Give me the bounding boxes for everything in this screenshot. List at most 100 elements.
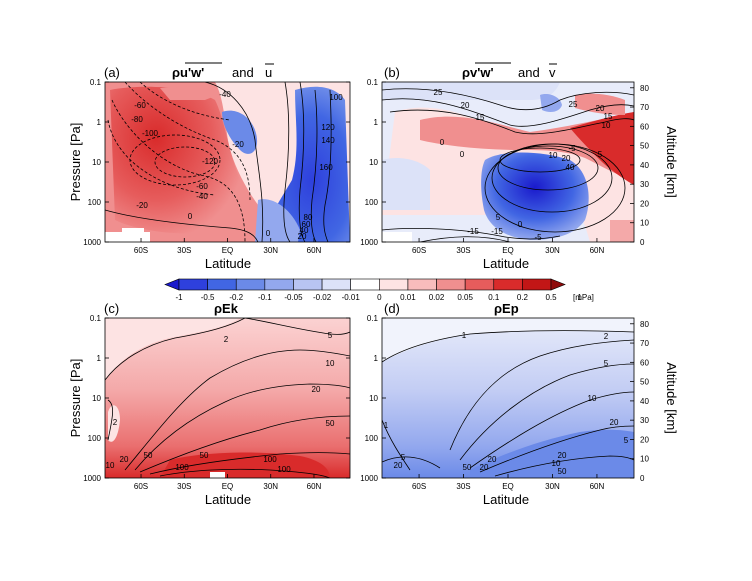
contour-label: 50 [326, 419, 335, 428]
title-mean: v [549, 65, 556, 80]
colorbar-swatch [350, 278, 380, 291]
colorbar-swatch [235, 278, 266, 291]
contour-label: 25 [569, 100, 578, 109]
colorbar-tick-label: 1 [577, 293, 582, 302]
y2-tick-label: 30 [640, 180, 649, 189]
contour-label: 50 [200, 451, 209, 460]
colorbar-tick-label: -1 [175, 293, 183, 302]
y-tick-label: 0.1 [90, 314, 102, 323]
contour-label: 20 [562, 154, 571, 163]
contour-label: 2 [604, 332, 609, 341]
panel-b: 25 20 15 25 20 15 10 0 0 -5 10 20 40 5 0… [381, 62, 635, 243]
colorbar-unit: [mPa] [573, 293, 594, 302]
contour-label: 20 [461, 101, 470, 110]
contour-label: 10 [602, 121, 611, 130]
colorbar-min-arrow [164, 278, 180, 291]
contour-label: 0 [460, 150, 465, 159]
contour-label: 5 [401, 453, 406, 462]
y-tick-label: 1 [374, 118, 379, 127]
y-tick-label: 100 [88, 434, 102, 443]
contour-label: 5 [624, 436, 629, 445]
colorbar-tick-label: 0.2 [517, 293, 529, 302]
panel-b-contours [382, 88, 634, 242]
y2-tick-label: 40 [640, 397, 649, 406]
ylabel-a: Pressure [Pa] [68, 123, 83, 202]
colorbar-swatch [207, 278, 237, 291]
contour-label: 20 [298, 232, 307, 241]
y-tick-label: 10 [92, 394, 101, 403]
y2-tick-label: 20 [640, 435, 649, 444]
title-main: ρu'w' [172, 65, 204, 80]
x-tick-label: 60N [590, 482, 605, 491]
y2-tick-label: 0 [640, 474, 645, 483]
colorbar-max-arrow [550, 278, 566, 291]
contour-label: 20 [312, 385, 321, 394]
panel-label: (b) [384, 65, 400, 80]
contour-label: -100 [142, 129, 159, 138]
panel-a-title: ρu'w' and u [172, 62, 274, 80]
colorbar-swatch [464, 278, 495, 291]
contour-label: 100 [175, 463, 189, 472]
contour-label: 10 [106, 461, 115, 470]
contour-label: -5 [568, 144, 576, 153]
colorbar-swatch [293, 278, 323, 291]
contour-label: 100 [277, 465, 291, 474]
y2-tick-label: 30 [640, 416, 649, 425]
panel-c-contour-labels: 2 5 10 20 50 2 20 50 50 100 100 100 10 [106, 331, 335, 474]
y-tick-label: 10 [369, 394, 378, 403]
x-tick-label: 30S [456, 246, 470, 255]
colorbar-swatch [407, 278, 437, 291]
x-tick-label: 30N [545, 246, 560, 255]
y2-tick-label: 80 [640, 320, 649, 329]
contour-label: 5 [604, 359, 609, 368]
contour-label: -15 [491, 227, 503, 236]
contour-label: 25 [434, 88, 443, 97]
contour-label: 40 [300, 226, 309, 235]
y2-tick-label: 20 [640, 199, 649, 208]
panel-c-shading [105, 318, 350, 478]
x-tick-label: 30N [263, 482, 278, 491]
contour-label: 20 [610, 418, 619, 427]
title-mean: u [265, 65, 272, 80]
y2-tick-label: 60 [640, 358, 649, 367]
contour-label: 40 [566, 163, 575, 172]
y2-tick-label: 70 [640, 339, 649, 348]
panel-d-contours [382, 330, 634, 477]
contour-label: -5 [534, 233, 542, 242]
contour-label: 15 [476, 113, 485, 122]
contour-label: -15 [467, 227, 479, 236]
contour-label: 0 [266, 229, 271, 238]
colorbar-swatch [321, 278, 351, 291]
ylabel-c: Pressure [Pa] [68, 359, 83, 438]
contour-label: 50 [463, 463, 472, 472]
x-tick-label: 60S [412, 482, 426, 491]
y2-tick-label: 0 [640, 238, 645, 247]
panel-a-shading [105, 82, 350, 242]
x-tick-label: 30S [456, 482, 470, 491]
colorbar-swatch [522, 278, 552, 291]
contour-label: 2 [224, 335, 229, 344]
contour-label: 50 [144, 451, 153, 460]
y-tick-label: 0.1 [367, 314, 379, 323]
colorbar-tick-label: 0 [377, 293, 382, 302]
y-tick-label: 0.1 [90, 78, 102, 87]
colorbar-swatch [493, 278, 523, 291]
contour-label: 20 [596, 104, 605, 113]
y-tick-label: 100 [365, 198, 379, 207]
contour-label: 140 [321, 136, 335, 145]
panel-c-title: ρEk [214, 301, 239, 316]
contour-label: -120 [202, 157, 219, 166]
contour-label: 20 [558, 451, 567, 460]
panel-b-shading [382, 82, 634, 242]
colorbar-tick-label: 0.5 [545, 293, 557, 302]
x-tick-label: 30S [177, 482, 191, 491]
x-tick-label: 60S [412, 246, 426, 255]
panel-b-title: ρv'w' and v [462, 62, 557, 80]
contour-label: 5 [328, 331, 333, 340]
y2-tick-label: 80 [640, 84, 649, 93]
contour-label: 2 [113, 418, 118, 427]
colorbar-tick-label: -0.01 [342, 293, 361, 302]
contour-label: 10 [549, 151, 558, 160]
panel-b-contour-labels: 25 20 15 25 20 15 10 0 0 -5 10 20 40 5 0… [434, 88, 613, 242]
y-tick-label: 1000 [360, 238, 378, 247]
